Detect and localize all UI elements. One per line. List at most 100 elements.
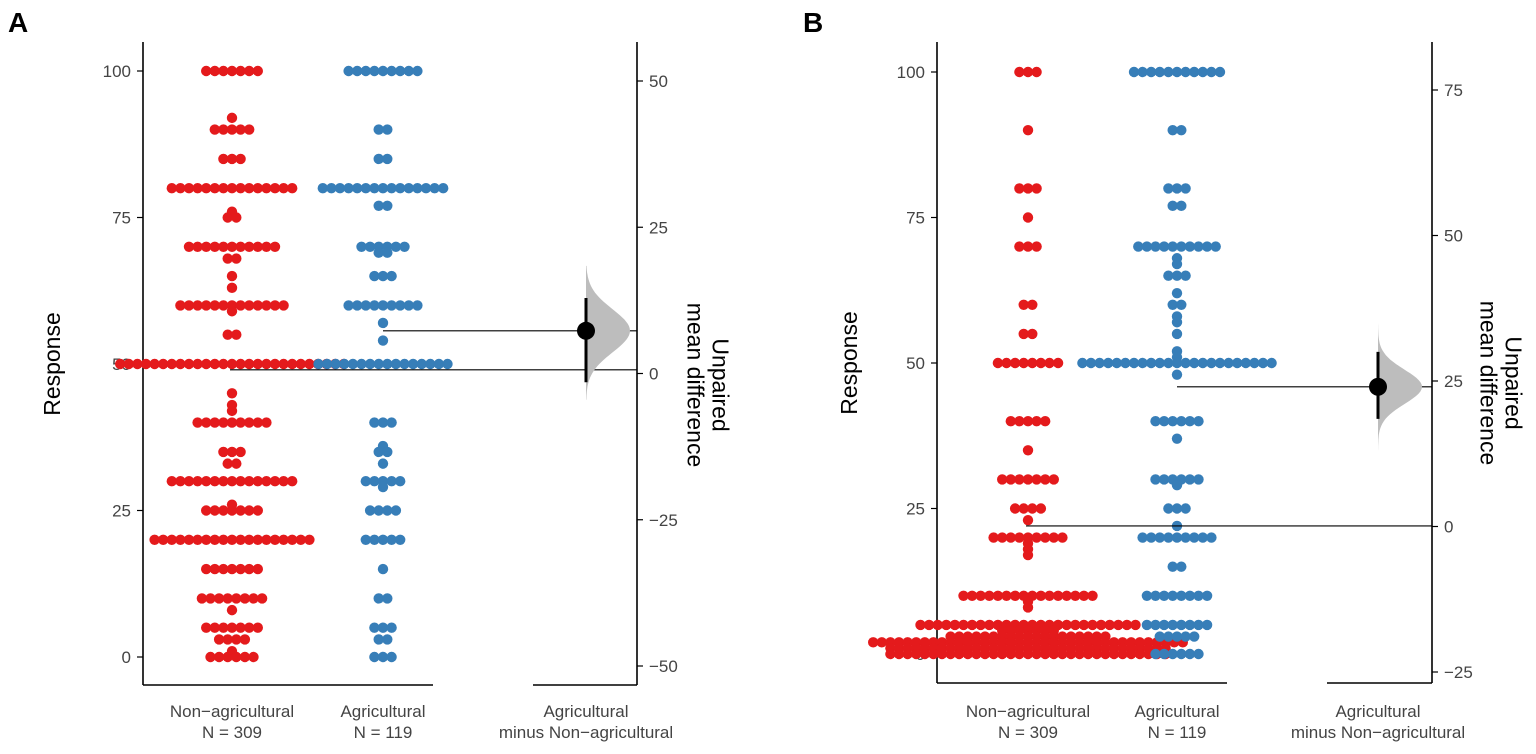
dot-non-agricultural [278,183,289,194]
dot-non-agricultural [1022,183,1034,194]
dot-agricultural [377,335,389,346]
panel-a: A0255075100Response−50−2502550Unpairedme… [8,7,734,742]
dot-non-agricultural [1134,648,1146,660]
dot-non-agricultural [252,622,263,633]
dot-non-agricultural [218,358,229,370]
dot-agricultural [1171,317,1183,328]
dot-non-agricultural [218,534,229,545]
dot-non-agricultural [239,634,251,645]
dot-agricultural [377,183,389,194]
dot-non-agricultural [218,124,229,135]
dot-non-agricultural [1031,532,1042,543]
dot-non-agricultural [915,619,926,631]
dot-agricultural [425,358,436,370]
dot-agricultural [382,634,393,645]
dot-non-agricultural [123,358,134,370]
dot-agricultural [1167,648,1178,660]
dot-non-agricultural [231,212,242,223]
dot-non-agricultural [175,183,186,194]
dot-non-agricultural [201,300,212,311]
right-axis-title-line: mean difference [682,303,708,468]
dot-non-agricultural [196,593,208,604]
dot-non-agricultural [183,476,195,487]
dot-agricultural [386,183,397,194]
dot-agricultural [364,505,376,516]
group-label: Non−agricultural [170,702,294,721]
dot-non-agricultural [1022,549,1034,561]
dot-non-agricultural [183,300,195,311]
dot-non-agricultural [261,241,272,252]
dot-non-agricultural [132,358,143,370]
dot-agricultural [1189,357,1200,369]
dot-non-agricultural [201,476,212,487]
dot-agricultural [1214,357,1226,369]
dot-non-agricultural [278,300,289,311]
dot-agricultural [1103,357,1114,369]
dot-non-agricultural [1014,183,1025,194]
dot-non-agricultural [222,253,233,264]
right-tick-label: 25 [649,218,668,237]
dot-agricultural [1184,474,1196,485]
dot-non-agricultural [201,505,212,516]
dot-non-agricultural [1100,648,1111,660]
dot-non-agricultural [1022,416,1034,427]
dot-non-agricultural [140,358,152,370]
dot-non-agricultural [1117,648,1128,660]
dot-agricultural [1180,183,1191,194]
dot-non-agricultural [1022,474,1034,485]
dot-agricultural [377,481,389,493]
right-tick-label: −50 [649,657,678,676]
dot-non-agricultural [209,622,220,633]
dot-agricultural [1214,66,1226,78]
dot-agricultural [369,651,380,663]
dot-non-agricultural [231,634,242,645]
dot-non-agricultural [175,300,186,311]
dot-non-agricultural [1087,590,1098,601]
dot-non-agricultural [997,532,1008,543]
dot-agricultural [382,153,393,165]
dot-agricultural [1171,631,1183,642]
dot-agricultural [1146,66,1157,78]
dot-agricultural [386,534,397,545]
dot-agricultural [1193,474,1204,485]
y-tick-label: 25 [906,500,925,519]
dot-non-agricultural [1108,648,1120,660]
dot-agricultural [1171,258,1183,270]
right-axis-title: Unpairedmean difference [682,303,733,468]
dot-non-agricultural [287,534,298,545]
dot-non-agricultural [235,534,246,545]
dot-non-agricultural [1048,648,1060,660]
dot-non-agricultural [175,476,186,487]
dot-non-agricultural [226,112,238,124]
dot-agricultural [1232,357,1243,369]
dot-non-agricultural [226,183,238,194]
dot-agricultural [1167,561,1178,572]
dot-agricultural [1128,357,1140,369]
dot-non-agricultural [226,534,238,545]
dot-agricultural [1257,357,1269,369]
dot-agricultural [1146,357,1157,369]
dot-non-agricultural [1014,416,1025,427]
dot-non-agricultural [252,300,263,311]
dot-agricultural [438,183,449,194]
dot-agricultural [1184,648,1196,660]
dot-non-agricultural [226,446,238,458]
difference-label-line2: minus Non−agricultural [499,723,673,742]
dot-non-agricultural [868,637,879,648]
dot-non-agricultural [295,534,306,545]
dot-non-agricultural [997,474,1008,485]
dot-agricultural [403,65,414,77]
dot-agricultural [1141,590,1153,601]
dot-non-agricultural [183,183,195,194]
dot-non-agricultural [209,358,220,370]
dot-non-agricultural [958,590,969,601]
dot-agricultural [1150,648,1161,660]
dot-non-agricultural [1040,648,1051,660]
dot-non-agricultural [1014,474,1025,485]
dot-agricultural [1171,287,1183,299]
dot-non-agricultural [923,619,935,631]
dot-non-agricultural [209,183,220,194]
dot-non-agricultural [1027,328,1038,340]
dot-non-agricultural [248,593,259,604]
